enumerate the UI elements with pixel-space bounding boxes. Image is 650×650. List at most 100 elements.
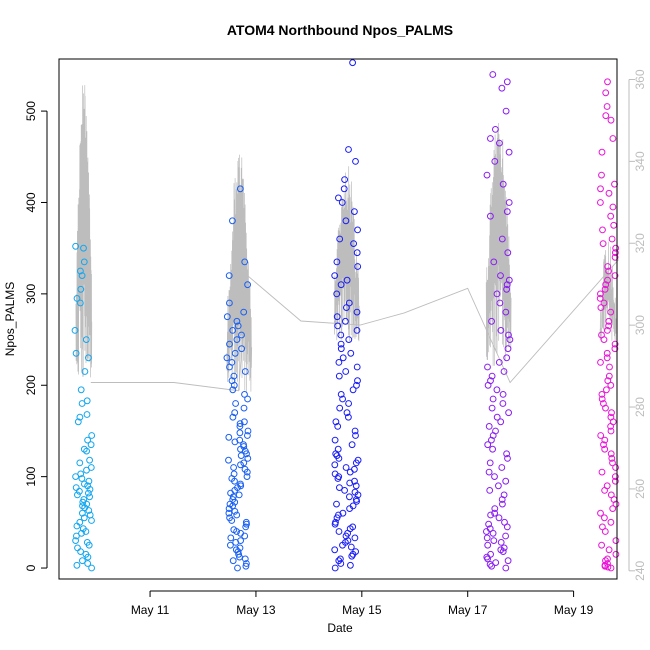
data-point <box>504 455 511 462</box>
data-point <box>241 258 249 266</box>
data-point <box>496 139 503 147</box>
data-point <box>231 508 239 515</box>
data-point <box>487 511 495 519</box>
data-point <box>73 561 81 569</box>
data-point <box>485 468 493 476</box>
data-point <box>602 557 609 565</box>
data-point <box>72 349 80 357</box>
data-point <box>500 491 508 499</box>
data-point <box>74 418 82 426</box>
data-point <box>505 276 513 284</box>
data-point <box>487 550 495 558</box>
data-point <box>347 561 354 569</box>
data-point <box>84 436 91 444</box>
data-point <box>337 340 345 348</box>
data-point <box>240 459 248 467</box>
data-point <box>350 240 358 248</box>
data-point <box>497 272 504 280</box>
data-point <box>337 331 345 339</box>
plot-frame <box>58 58 618 580</box>
data-point <box>341 487 349 494</box>
data-point <box>505 148 513 156</box>
data-point <box>503 450 511 458</box>
data-point <box>231 409 239 417</box>
data-point <box>331 272 339 280</box>
x-axis: May 11 May 13 May 15 May 17 May 19 <box>131 590 594 617</box>
data-point <box>79 557 86 565</box>
data-point <box>603 354 611 362</box>
data-point <box>242 518 250 526</box>
data-point <box>244 281 252 289</box>
data-point <box>342 368 350 375</box>
data-point <box>499 500 506 508</box>
secondary-y-tick-label: 340 <box>633 151 647 171</box>
data-point <box>612 473 619 481</box>
data-point <box>238 345 246 353</box>
data-point <box>353 363 361 371</box>
data-point <box>598 395 606 403</box>
data-point <box>238 331 245 339</box>
data-point <box>232 546 240 554</box>
data-point <box>234 564 241 572</box>
y-tick-label: 100 <box>24 466 38 486</box>
data-point <box>229 327 237 334</box>
data-point <box>488 372 496 380</box>
data-point <box>601 436 609 444</box>
data-point <box>331 564 339 572</box>
data-point <box>244 432 251 439</box>
data-point <box>333 500 340 508</box>
data-point <box>611 253 619 261</box>
data-point <box>345 413 352 421</box>
data-point <box>226 514 234 522</box>
data-point <box>608 455 616 462</box>
data-point <box>86 456 93 464</box>
data-point <box>77 299 84 307</box>
data-point <box>331 546 339 554</box>
data-point <box>498 235 506 243</box>
data-point <box>607 564 615 572</box>
data-point <box>241 555 249 563</box>
data-point <box>242 562 250 570</box>
data-point <box>337 391 345 398</box>
data-point <box>504 557 512 565</box>
data-point <box>607 450 615 458</box>
data-point <box>76 459 84 467</box>
data-point <box>493 413 501 421</box>
data-point <box>497 539 505 546</box>
data-point <box>490 258 498 266</box>
data-point <box>499 400 507 407</box>
plot-area <box>71 59 620 572</box>
data-point <box>607 212 615 220</box>
data-point <box>607 308 615 316</box>
data-point <box>349 523 357 531</box>
data-point <box>352 548 360 555</box>
data-point <box>241 532 249 540</box>
data-point <box>607 381 615 389</box>
data-point <box>499 391 507 398</box>
data-point <box>339 509 347 517</box>
data-point <box>78 272 86 280</box>
data-point <box>342 217 350 225</box>
data-point <box>333 313 341 321</box>
data-point <box>489 395 497 403</box>
data-point <box>612 477 619 485</box>
data-point <box>232 400 240 407</box>
x-tick-label: May 17 <box>448 603 488 617</box>
data-point <box>495 514 503 522</box>
data-point <box>347 349 355 357</box>
data-point <box>491 158 499 165</box>
data-point <box>343 409 351 417</box>
data-point <box>225 272 233 280</box>
data-point <box>339 354 347 362</box>
data-point <box>602 89 610 97</box>
secondary-line-series <box>75 85 619 394</box>
data-point <box>335 528 343 535</box>
data-point <box>502 107 510 115</box>
data-point <box>597 509 604 517</box>
data-point <box>77 470 85 478</box>
data-point <box>242 523 250 531</box>
data-point <box>484 363 491 371</box>
data-point <box>492 559 500 566</box>
data-point <box>227 534 235 542</box>
data-point <box>486 561 494 568</box>
